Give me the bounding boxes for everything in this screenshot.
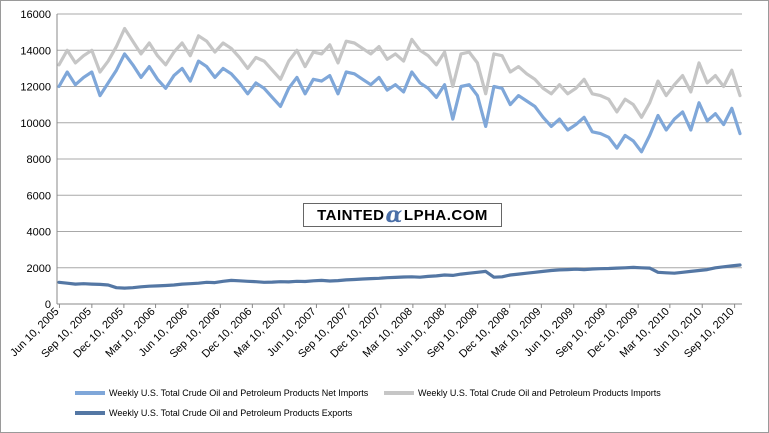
y-tick-label: 16000 xyxy=(20,9,51,21)
y-tick-label: 14000 xyxy=(20,45,51,57)
legend-label-net-imports: Weekly U.S. Total Crude Oil and Petroleu… xyxy=(109,388,369,398)
y-axis: 0 2000 4000 6000 8000 10000 12000 14000 16000 xyxy=(20,9,58,311)
y-tick-label: 2000 xyxy=(27,263,51,275)
y-tick-label: 10000 xyxy=(20,118,51,130)
legend-item-net-imports: Weekly U.S. Total Crude Oil and Petroleu… xyxy=(75,388,368,398)
legend-swatch-net-imports xyxy=(75,391,105,395)
y-tick-label: 12000 xyxy=(20,82,51,94)
legend-swatch-imports xyxy=(384,391,414,395)
watermark-text-before: TAINTED xyxy=(317,206,385,224)
series-lines xyxy=(57,26,742,290)
series-line-1 xyxy=(57,26,742,119)
legend-label-imports: Weekly U.S. Total Crude Oil and Petroleu… xyxy=(418,388,661,398)
watermark-text-after: LPHA.COM xyxy=(403,206,488,224)
y-tick-label: 8000 xyxy=(27,154,51,166)
y-tick-label: 4000 xyxy=(27,227,51,239)
series-line-0 xyxy=(57,52,742,154)
series-line-2 xyxy=(57,263,742,290)
watermark-logo: TAINTED α LPHA.COM xyxy=(303,203,502,227)
legend-item-imports: Weekly U.S. Total Crude Oil and Petroleu… xyxy=(384,388,661,398)
y-tick-label: 6000 xyxy=(27,190,51,202)
legend-swatch-exports xyxy=(75,411,105,415)
y-tick-label: 0 xyxy=(45,299,51,311)
legend-item-exports: Weekly U.S. Total Crude Oil and Petroleu… xyxy=(75,408,352,418)
legend-label-exports: Weekly U.S. Total Crude Oil and Petroleu… xyxy=(109,408,353,418)
alpha-glyph: α xyxy=(385,202,403,228)
